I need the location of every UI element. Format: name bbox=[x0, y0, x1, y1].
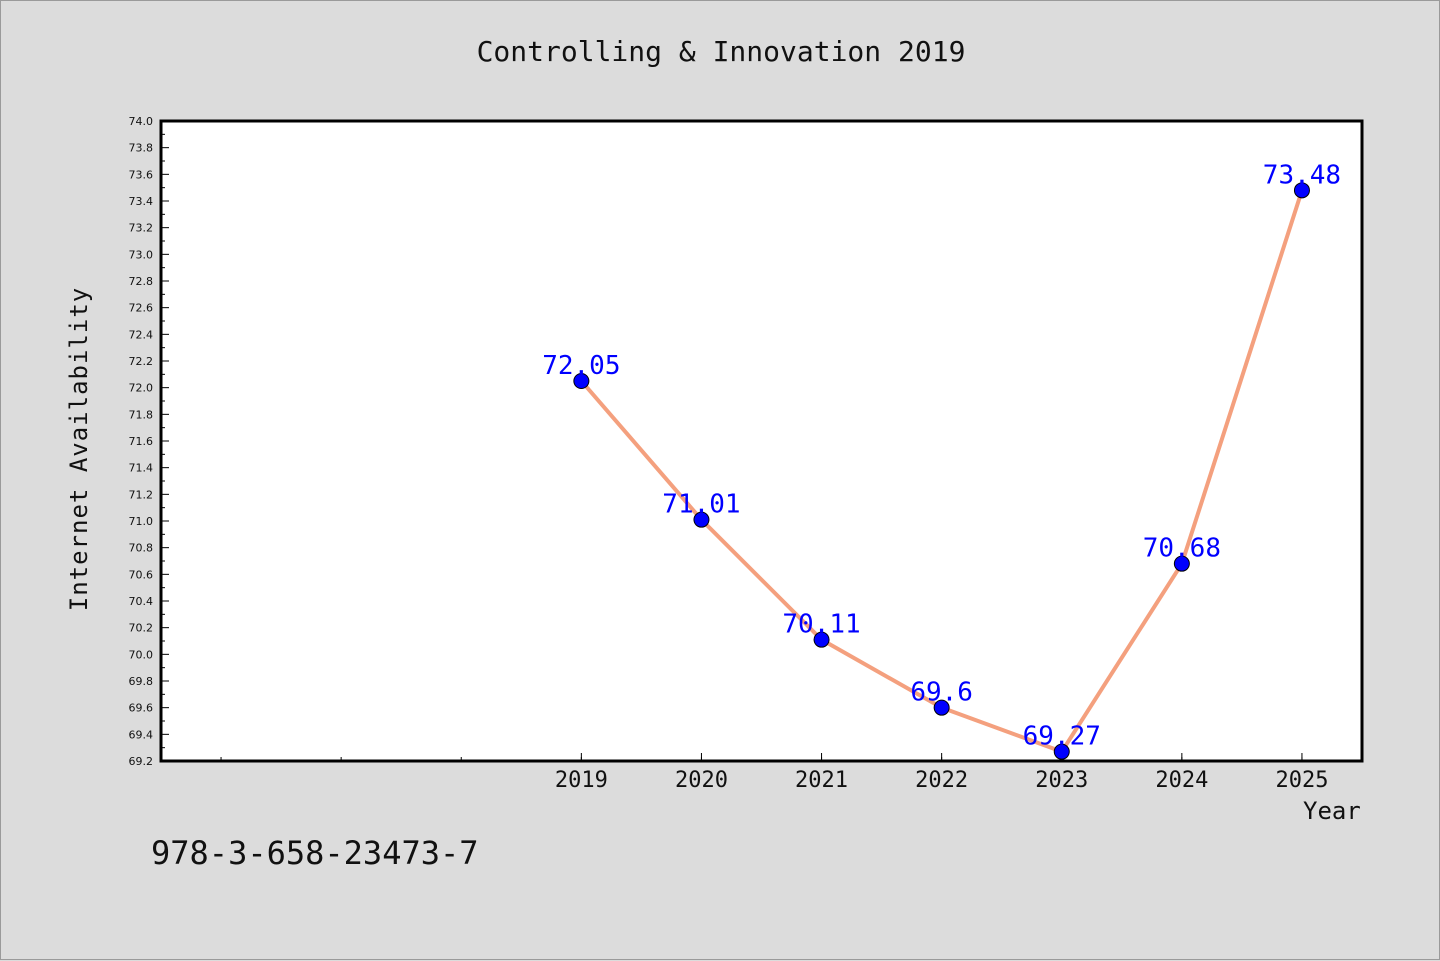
x-tick-label: 2019 bbox=[555, 768, 608, 793]
y-tick-label: 72.6 bbox=[129, 302, 154, 315]
data-label: 70.68 bbox=[1143, 534, 1221, 564]
y-tick-label: 72.0 bbox=[129, 382, 154, 395]
x-tick-label: 2021 bbox=[795, 768, 848, 793]
plot-area bbox=[159, 119, 1364, 763]
y-tick-label: 69.4 bbox=[129, 728, 154, 741]
y-tick-label: 73.6 bbox=[129, 168, 154, 181]
data-label: 72.05 bbox=[542, 351, 620, 381]
data-point bbox=[573, 373, 590, 389]
chart-title: Controlling & Innovation 2019 bbox=[476, 35, 966, 68]
isbn-footer: 978-3-658-23473-7 bbox=[151, 834, 479, 872]
y-tick-label: 71.4 bbox=[129, 462, 154, 475]
y-tick-label: 72.8 bbox=[129, 275, 154, 288]
data-point bbox=[1053, 743, 1070, 760]
data-point bbox=[693, 511, 710, 528]
y-tick-label: 70.0 bbox=[129, 648, 154, 661]
y-tick-label: 69.2 bbox=[129, 755, 154, 768]
y-tick-label: 69.6 bbox=[129, 702, 154, 715]
data-label: 70.11 bbox=[782, 610, 860, 640]
data-label: 69.27 bbox=[1023, 722, 1101, 752]
y-tick-label: 69.8 bbox=[129, 675, 154, 688]
y-tick-label: 71.6 bbox=[129, 435, 154, 448]
y-tick-label: 73.4 bbox=[129, 195, 154, 208]
data-point bbox=[1293, 182, 1310, 199]
x-tick-label: 2025 bbox=[1275, 768, 1328, 793]
y-tick-label: 71.0 bbox=[129, 515, 154, 528]
data-label: 73.48 bbox=[1263, 160, 1341, 190]
y-tick-label: 71.8 bbox=[129, 408, 154, 421]
x-axis-label: Year bbox=[1303, 797, 1361, 825]
data-label: 69.6 bbox=[910, 678, 973, 708]
y-tick-label: 70.6 bbox=[129, 568, 154, 581]
y-tick-label: 71.2 bbox=[129, 488, 154, 501]
y-tick-label: 72.2 bbox=[129, 355, 154, 368]
x-tick-label: 2022 bbox=[915, 768, 968, 793]
y-tick-label: 72.4 bbox=[129, 328, 154, 341]
y-tick-label: 70.8 bbox=[129, 542, 154, 555]
data-point bbox=[1173, 555, 1190, 572]
y-axis-label: Internet Availability bbox=[65, 286, 93, 612]
y-tick-label: 73.0 bbox=[129, 248, 154, 261]
x-tick-label: 2024 bbox=[1155, 768, 1208, 793]
data-point bbox=[933, 699, 950, 716]
x-tick-label: 2020 bbox=[675, 768, 728, 793]
y-tick-label: 70.4 bbox=[129, 595, 154, 608]
y-tick-label: 73.8 bbox=[129, 142, 154, 155]
data-point bbox=[813, 631, 830, 648]
y-tick-label: 70.2 bbox=[129, 622, 154, 635]
x-tick-label: 2023 bbox=[1035, 768, 1088, 793]
data-label: 71.01 bbox=[662, 490, 740, 520]
y-tick-label: 73.2 bbox=[129, 222, 154, 235]
y-tick-label: 74.0 bbox=[129, 115, 154, 128]
